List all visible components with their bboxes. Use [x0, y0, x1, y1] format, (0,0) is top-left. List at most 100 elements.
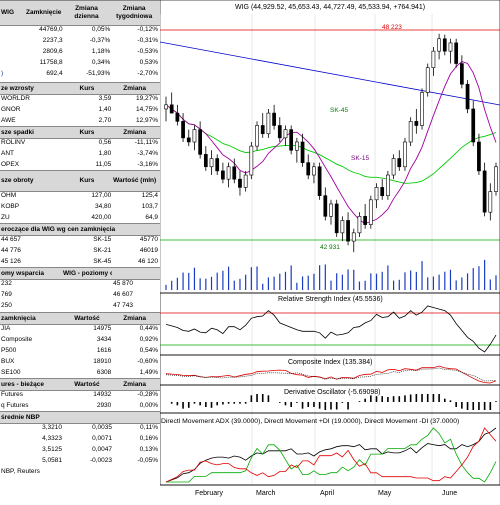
wig-chart-panel: WIG (44,929.52, 45,653.43, 44,727.49, 45… — [159, 0, 500, 500]
turnover-header-cell: Wartość (mln) — [113, 177, 157, 184]
volume-bar — [210, 276, 213, 290]
world-header-cell: Zmiana — [123, 315, 147, 322]
world-row: Composite 3434 0,92% — [0, 334, 160, 345]
candle-body — [243, 174, 248, 188]
losers-header: sze spadki Kurs Zmiana — [0, 126, 160, 139]
dmi-minus-di-line — [165, 427, 497, 483]
candle-body — [169, 104, 174, 114]
turnover-cell: 103,7 — [141, 203, 158, 210]
averages-cell: 44 776 — [1, 247, 21, 254]
candle-body — [340, 220, 345, 234]
averages-cell: 46019 — [139, 247, 158, 254]
turnover-header: sze obroty Kurs Wartość (mln) — [0, 170, 160, 192]
candle-body — [482, 170, 487, 213]
volume-bar — [216, 272, 218, 290]
volume-bar — [353, 269, 355, 290]
world-cell: -0,60% — [137, 358, 158, 365]
futures-cell: Futures — [1, 391, 24, 398]
volume-bar — [165, 284, 167, 290]
candle-body — [380, 187, 385, 196]
volume-bar — [438, 274, 440, 290]
world-cell: JIA — [1, 325, 11, 332]
candle-body — [346, 220, 350, 242]
losers-cell: OPEX — [1, 161, 20, 168]
averages-row: 44 776 SK-21 46019 — [0, 245, 160, 256]
support-cell: 45 870 — [113, 280, 133, 287]
world-cell: 1616 — [96, 347, 112, 354]
volume-bar — [432, 276, 435, 290]
candle-body — [266, 112, 271, 135]
turnover-cell: KOBP — [1, 203, 20, 210]
volume-bar — [250, 267, 252, 290]
support-cell: 46 607 — [113, 291, 133, 298]
turnover-cell: 420,00 — [91, 214, 112, 221]
futures-cell: 0,00% — [139, 402, 158, 409]
turnover-cell: 127,00 — [91, 192, 112, 199]
volume-bar — [267, 277, 270, 290]
candle-body — [397, 158, 402, 168]
month-label: May — [378, 490, 392, 497]
gainers-header: ze wzrosty Kurs Zmiana — [0, 82, 160, 95]
candle-body — [357, 216, 362, 234]
volume-bar — [489, 279, 491, 290]
volume-bar — [404, 272, 406, 290]
support-header-cell: WIG - poziomy oporu — [63, 270, 112, 277]
index-table-header: WIG Zamknięcie Zmiana dzienna Zmiana tygodn… — [0, 0, 160, 26]
volume-bar — [375, 273, 378, 290]
support-cell: 769 — [1, 291, 12, 298]
candle-body — [272, 112, 276, 126]
index-cell: -2,70% — [137, 70, 159, 77]
volume-bar — [387, 265, 389, 290]
sk45-label: SK-45 — [330, 107, 348, 114]
candle-body — [363, 216, 368, 225]
turnover-cell: 34,80 — [95, 203, 112, 210]
composite-signal-line — [165, 367, 497, 382]
averages-header-cell: eroczące dla WIG wg cen zamknięcia — [1, 226, 116, 233]
nbp-cell: 0,13% — [139, 446, 158, 453]
candle-body — [215, 158, 220, 172]
averages-cell: SK-45 — [93, 258, 112, 265]
index-cell: -0,53% — [137, 48, 159, 55]
support-cell: 47 743 — [113, 302, 133, 309]
losers-row: ANT 1,80 -3,74% — [0, 148, 160, 159]
nbp-cell: 0,11% — [140, 424, 158, 431]
gainers-header-cell: Kurs — [79, 85, 95, 92]
world-row: BUX 18910 -0,60% — [0, 356, 160, 367]
volume-bar — [466, 273, 469, 290]
candle-body — [300, 141, 305, 163]
volume-bar — [330, 280, 332, 290]
candle-body — [431, 50, 436, 68]
averages-cell: SK-15 — [93, 236, 112, 243]
candle-body — [306, 162, 311, 176]
nbp-row: 5,0581 -0,0023 -0,05% — [0, 455, 160, 466]
month-axis: February March April May June — [195, 490, 457, 497]
index-header-cell: Zamknięcie — [26, 9, 62, 16]
nbp-cell: 3,3210 — [42, 424, 62, 431]
volume-bar — [398, 279, 400, 290]
volume-bar — [364, 280, 366, 290]
averages-cell: 45770 — [139, 236, 158, 243]
support-header: omy wsparcia WIG - poziomy oporu — [0, 267, 160, 280]
candle-body — [329, 203, 333, 217]
averages-row: 45 126 SK-45 46 120 — [0, 256, 160, 267]
volume-bar — [205, 278, 207, 290]
volume-bar — [324, 264, 326, 290]
candle-body — [294, 141, 299, 151]
world-row: JIA 14975 0,44% — [0, 323, 160, 334]
candle-body — [425, 67, 430, 93]
month-label: February — [195, 490, 224, 497]
volume-bar — [381, 271, 383, 290]
volume-bar — [449, 269, 452, 290]
nbp-cell: 5,0581 — [42, 457, 62, 464]
world-cell: P500 — [1, 347, 17, 354]
index-cell: 692,4 — [46, 70, 63, 77]
volume-bar — [301, 276, 304, 290]
composite-line — [165, 365, 497, 384]
candle-body — [477, 141, 481, 172]
volume-bar — [256, 266, 258, 290]
volume-bar — [239, 278, 241, 290]
losers-cell: 0,56 — [98, 139, 112, 146]
nbp-cell: 0,16% — [139, 435, 158, 442]
index-cell: 0,53% — [139, 59, 159, 66]
candle-body — [334, 203, 339, 234]
